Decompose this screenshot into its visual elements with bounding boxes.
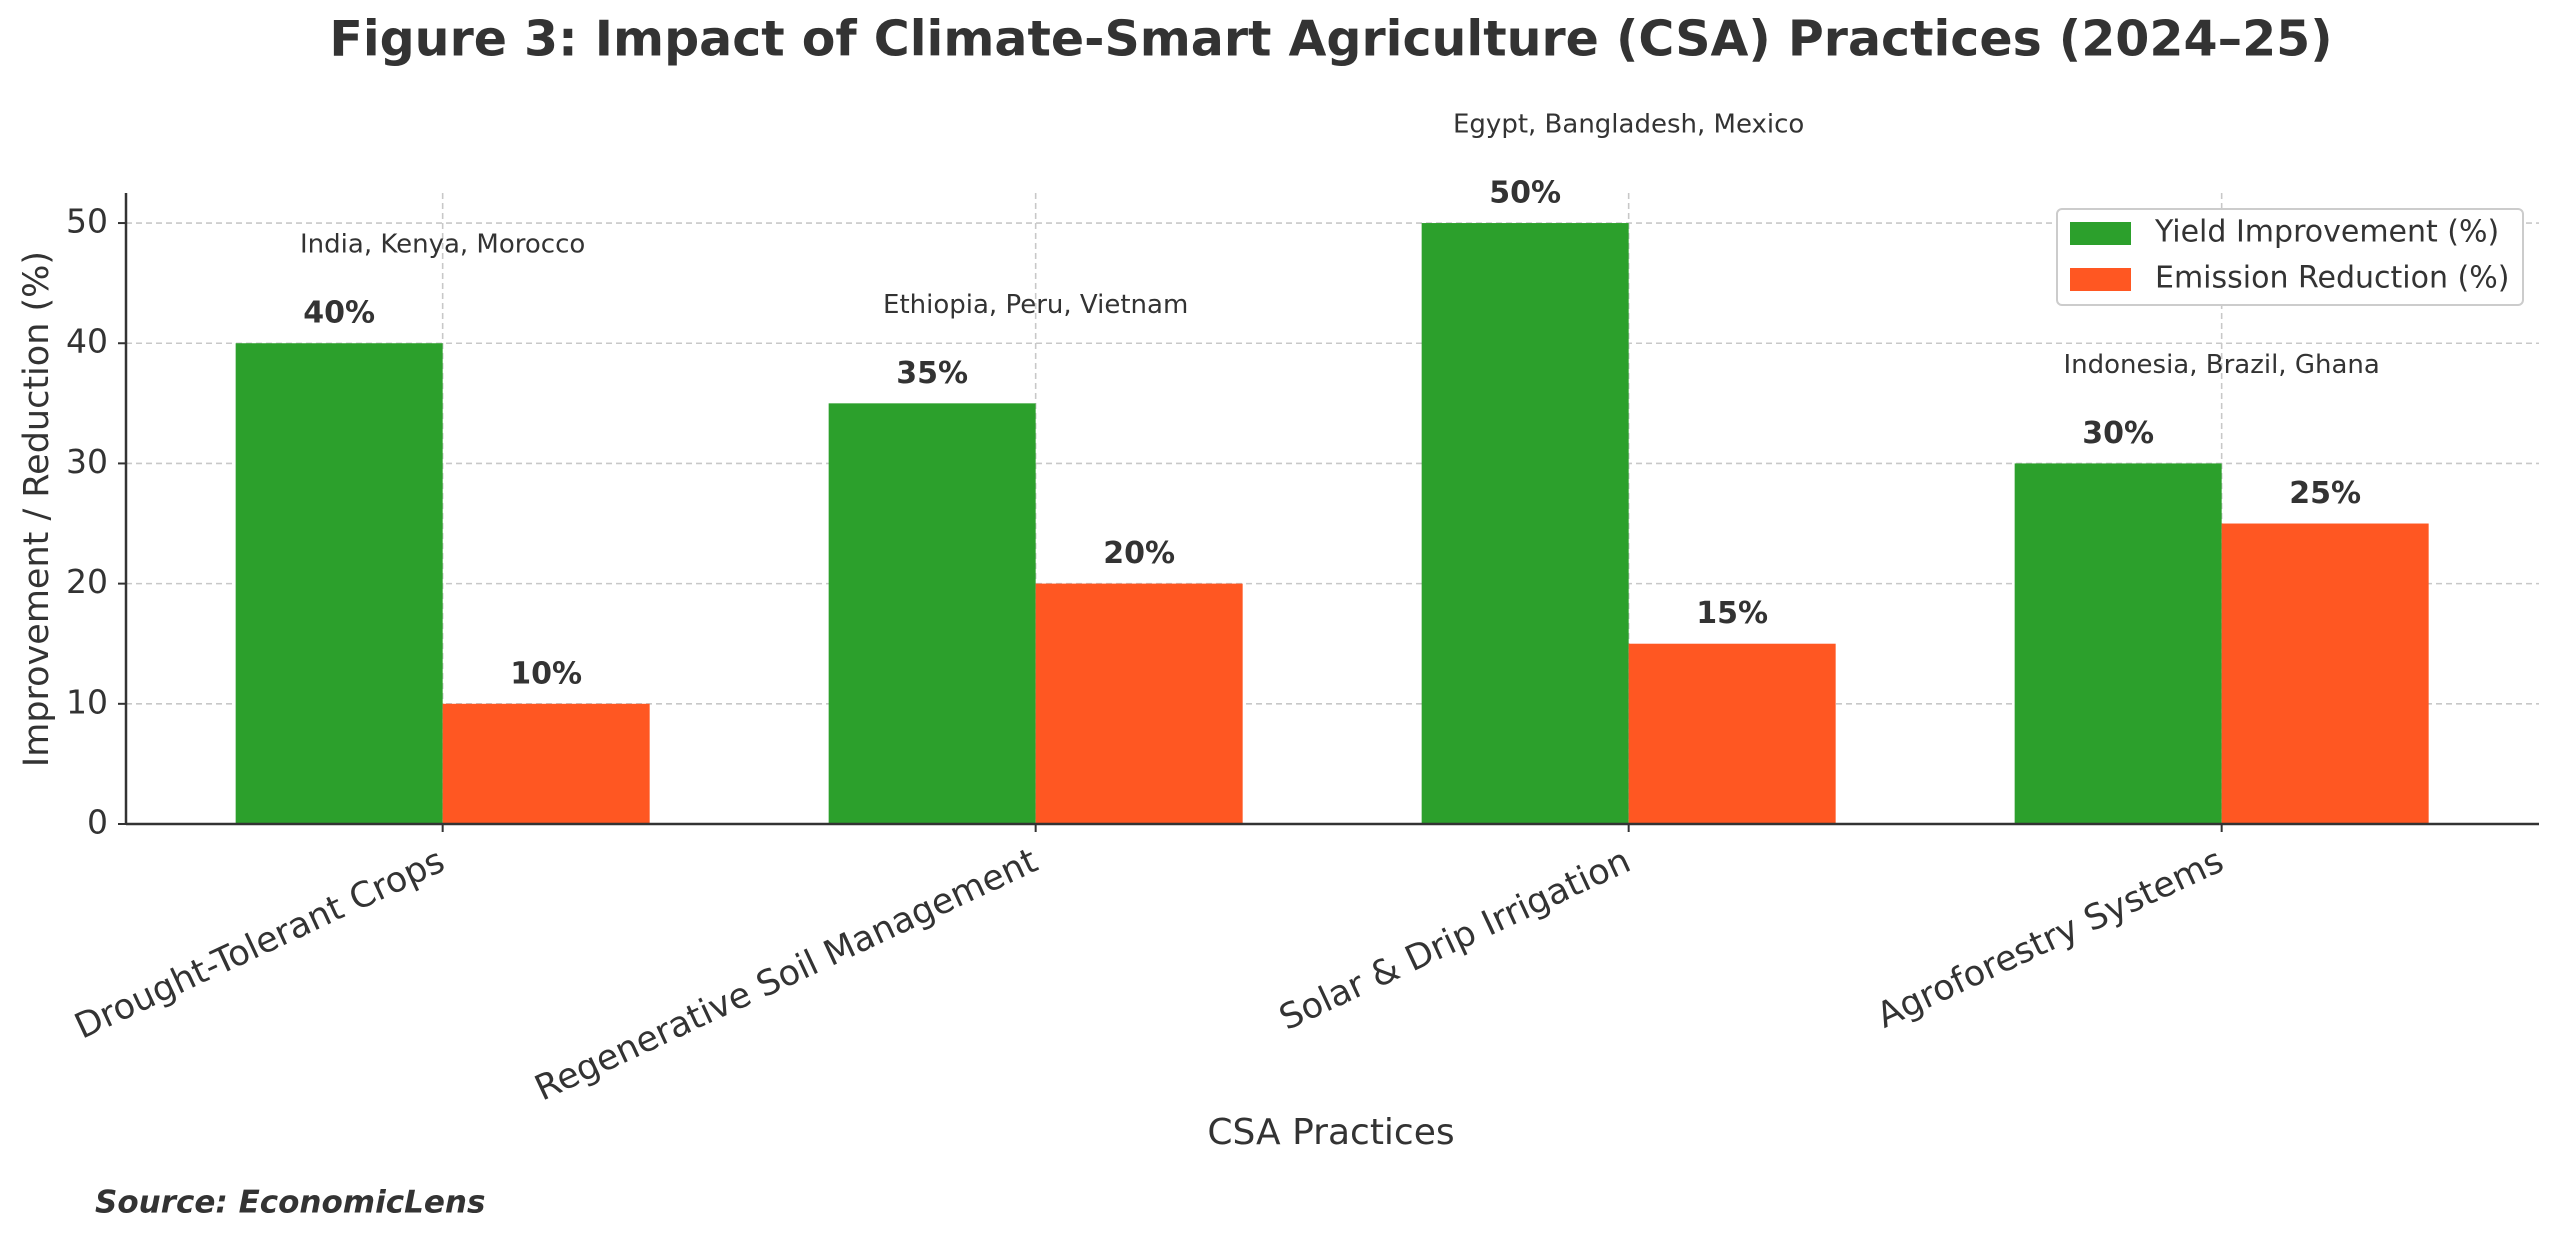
chart-title: Figure 3: Impact of Climate-Smart Agricu… [329,11,2332,68]
legend-box [2056,208,2524,306]
legend-swatch [2070,268,2131,291]
y-tick-label: 30 [66,442,108,481]
x-axis-label: CSA Practices [1207,1112,1454,1153]
bar [235,343,443,824]
region-annotation: India, Kenya, Morocco [300,230,585,260]
y-tick-label: 40 [66,322,108,361]
value-label: 15% [1696,596,1768,631]
bar [442,703,650,824]
y-tick-label: 0 [87,803,108,842]
legend-swatch [2070,222,2131,245]
value-label: 25% [2289,476,2361,511]
bar [1035,583,1243,824]
bar [2221,523,2429,824]
bar [2014,463,2222,824]
value-label: 30% [2082,416,2154,451]
bar [1628,643,1836,824]
source-note: Source: EconomicLens [95,1185,485,1221]
x-tick-label: Agroforestry Systems [1871,841,2230,1037]
bar [1421,223,1629,825]
value-label: 40% [303,296,375,331]
value-label: 50% [1489,176,1561,211]
value-label: 35% [896,356,968,391]
legend-label: Yield Improvement (%) [2154,215,2499,250]
y-tick-label: 10 [66,682,108,721]
value-label: 10% [510,656,582,691]
region-annotation: Egypt, Bangladesh, Mexico [1453,110,1804,140]
y-axis-label: Improvement / Reduction (%) [17,251,57,767]
x-tick-label: Regenerative Soil Management [529,841,1044,1109]
x-tick-label: Solar & Drip Irrigation [1274,841,1637,1039]
bar [828,403,1036,824]
plot-area [235,223,2429,825]
value-label: 20% [1103,536,1175,571]
region-annotation: Ethiopia, Peru, Vietnam [883,290,1188,320]
y-tick-label: 20 [66,562,108,601]
x-tick-label: Drought-Tolerant Crops [69,841,451,1047]
region-annotation: Indonesia, Brazil, Ghana [2063,350,2379,380]
legend-label: Emission Reduction (%) [2155,261,2509,296]
y-tick-label: 50 [66,202,108,241]
